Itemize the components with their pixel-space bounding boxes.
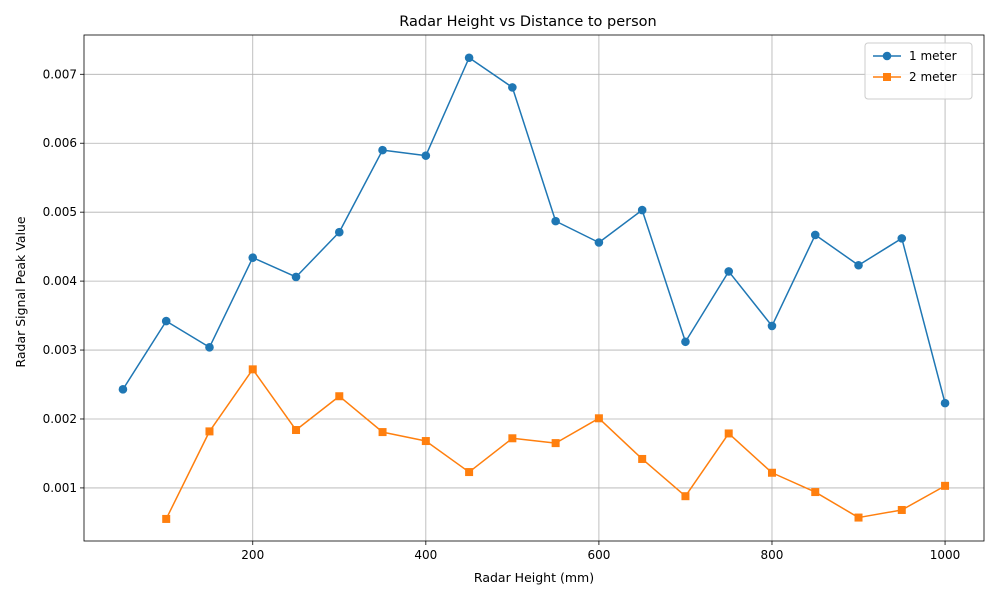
- legend-label: 1 meter: [909, 49, 957, 63]
- series-line: [122, 57, 946, 404]
- x-tick-label: 400: [414, 548, 437, 562]
- data-point: [118, 385, 128, 394]
- data-point: [594, 238, 604, 247]
- data-point: [638, 454, 647, 463]
- y-tick-label: 0.005: [43, 205, 77, 219]
- plot-frame: [83, 34, 985, 542]
- x-tick-label: 1000: [930, 548, 961, 562]
- data-point: [378, 145, 387, 155]
- data-point: [292, 426, 301, 435]
- data-point: [811, 488, 820, 497]
- x-axis-label: Radar Height (mm): [474, 570, 594, 585]
- legend-item: 2 meter: [873, 70, 957, 84]
- data-point: [205, 427, 214, 436]
- data-point: [810, 230, 820, 240]
- data-point: [162, 514, 171, 523]
- data-point: [421, 151, 431, 160]
- legend-marker: [882, 51, 892, 61]
- data-point: [940, 398, 950, 408]
- data-point: [248, 365, 257, 374]
- data-point: [681, 337, 690, 347]
- data-point: [205, 342, 214, 352]
- legend-label: 2 meter: [909, 70, 957, 84]
- x-tick-label: 800: [761, 548, 784, 562]
- data-point: [724, 267, 734, 276]
- legend: 1 meter 2 meter: [864, 42, 973, 100]
- y-tick-label: 0.002: [43, 412, 77, 426]
- y-tick-label: 0.006: [43, 136, 77, 150]
- data-point: [334, 227, 344, 237]
- data-point: [291, 272, 301, 282]
- data-point: [464, 53, 474, 63]
- y-tick-label: 0.007: [43, 67, 77, 81]
- data-point: [161, 316, 171, 326]
- data-point: [594, 414, 603, 423]
- y-tick-label: 0.004: [43, 274, 77, 288]
- x-tick-label: 200: [241, 548, 264, 562]
- series-group: [118, 53, 950, 523]
- grid: [84, 35, 984, 541]
- data-point: [637, 205, 647, 215]
- data-point: [465, 468, 474, 477]
- y-axis-label: Radar Signal Peak Value: [13, 216, 28, 367]
- series-2: [162, 365, 950, 523]
- data-point: [421, 437, 430, 446]
- legend-marker: [883, 73, 891, 81]
- data-point: [767, 321, 777, 331]
- legend-item: 1 meter: [873, 49, 957, 63]
- data-point: [897, 234, 907, 243]
- data-point: [508, 434, 517, 443]
- data-point: [508, 83, 517, 92]
- data-point: [941, 481, 950, 490]
- data-point: [854, 513, 863, 522]
- data-point: [378, 428, 387, 437]
- data-point: [681, 492, 690, 501]
- legend-box: [864, 42, 973, 100]
- data-point: [767, 468, 776, 477]
- series-1: [118, 53, 950, 408]
- data-point: [551, 216, 560, 226]
- data-point: [854, 260, 863, 270]
- data-point: [335, 392, 344, 401]
- y-tick-label: 0.001: [43, 481, 77, 495]
- data-point: [897, 505, 906, 514]
- data-point: [248, 253, 258, 262]
- chart-title: Radar Height vs Distance to person: [399, 14, 656, 30]
- x-tick-label: 600: [587, 548, 610, 562]
- data-point: [551, 439, 560, 448]
- y-tick-label: 0.003: [43, 343, 77, 357]
- data-point: [724, 429, 733, 438]
- axis-ticks: 200 400 600 800 1000 0.001 0.002 0.003 0.004 0.00…: [43, 67, 961, 562]
